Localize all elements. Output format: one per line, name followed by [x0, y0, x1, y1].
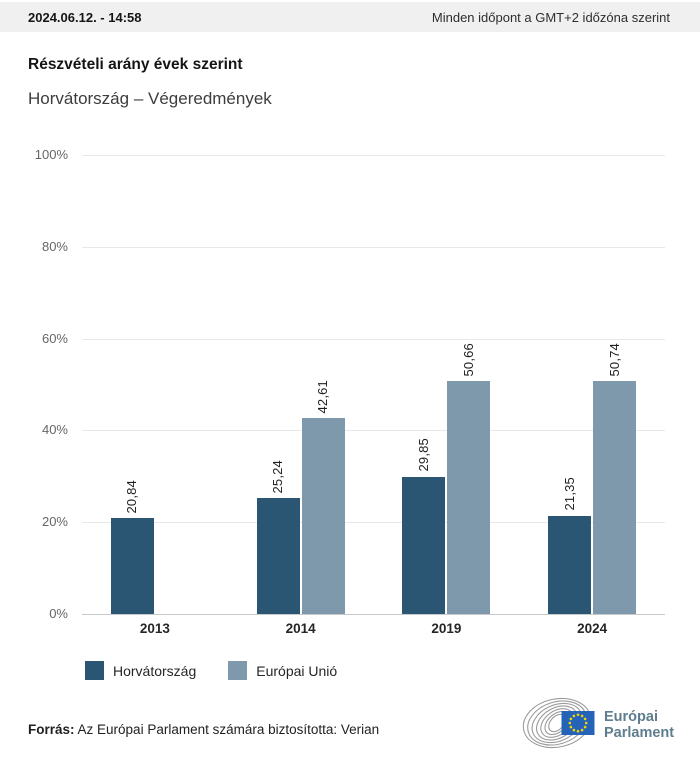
legend-label-europai-unio: Európai Unió [256, 662, 338, 679]
source-label: Forrás: [28, 722, 75, 737]
bar-value-2013-horvatorszag: 20,84 [124, 479, 140, 514]
topbar: 2024.06.12. - 14:58 Minden időpont a GMT… [0, 2, 700, 32]
source-note: Forrás: Az Európai Parlament számára biz… [28, 722, 379, 737]
legend-item-horvatorszag: Horvátország [85, 661, 196, 680]
x-axis-labels: 2013 2014 2019 2024 [82, 621, 665, 639]
y-tick-0: 0% [49, 606, 68, 621]
bar-value-2019-europai-unio: 50,66 [460, 342, 476, 377]
report-datetime: 2024.06.12. - 14:58 [28, 9, 142, 25]
bar-value-2019-horvatorszag: 29,85 [415, 438, 431, 472]
legend-swatch-horvatorszag [85, 661, 104, 680]
y-tick-100: 100% [34, 147, 68, 162]
bar-2014-horvatorszag [256, 498, 300, 614]
legend-swatch-europai-unio [228, 661, 248, 680]
gridline-20 [82, 522, 665, 524]
x-tick-2024: 2024 [577, 621, 608, 636]
plot-area: 20,84 25,24 42,61 29,85 50,66 21,35 50,74 [82, 155, 665, 615]
legend-item-europai-unio: Európai Unió [228, 661, 337, 680]
y-axis-labels: 100% 80% 60% 40% 20% 0% [14, 147, 68, 621]
bar-2024-horvatorszag [548, 516, 592, 614]
bar-2014-europai-unio [301, 418, 345, 614]
logo-text-line1: Európai [604, 709, 658, 725]
bar-2019-europai-unio [447, 381, 491, 614]
bar-2019-horvatorszag [402, 477, 446, 614]
bar-2013-horvatorszag [110, 518, 154, 614]
y-tick-20: 20% [41, 514, 68, 530]
x-tick-2013: 2013 [139, 621, 170, 636]
chart-legend: Horvátország Európai Unió [85, 661, 337, 680]
gridline-60 [82, 338, 665, 340]
european-parliament-logo: Európai Parlament [522, 697, 674, 749]
bar-value-2014-horvatorszag: 25,24 [270, 459, 286, 494]
gridline-100 [82, 155, 665, 156]
bar-value-2024-europai-unio: 50,74 [606, 342, 622, 377]
bar-value-2014-europai-unio: 42,61 [315, 379, 331, 414]
x-tick-2019: 2019 [431, 621, 462, 636]
bar-value-2024-horvatorszag: 21,35 [561, 477, 577, 512]
legend-label-horvatorszag: Horvátország [113, 662, 197, 679]
x-tick-2014: 2014 [285, 621, 316, 636]
bar-2024-europai-unio [593, 381, 637, 614]
source-text: Az Európai Parlament számára biztosított… [77, 722, 380, 737]
y-tick-60: 60% [41, 330, 68, 346]
page-title: Részvételi arány évek szerint [28, 56, 243, 73]
y-tick-80: 80% [41, 238, 68, 254]
eu-flag-icon [561, 711, 595, 735]
logo-text-line2: Parlament [604, 725, 674, 741]
gridline-80 [82, 246, 665, 248]
page-subtitle: Horvátország – Végeredmények [28, 89, 272, 108]
gridline-0 [82, 614, 665, 615]
y-tick-40: 40% [41, 422, 68, 438]
gridline-40 [82, 430, 665, 432]
timezone-note: Minden időpont a GMT+2 időzóna szerint [431, 9, 670, 25]
